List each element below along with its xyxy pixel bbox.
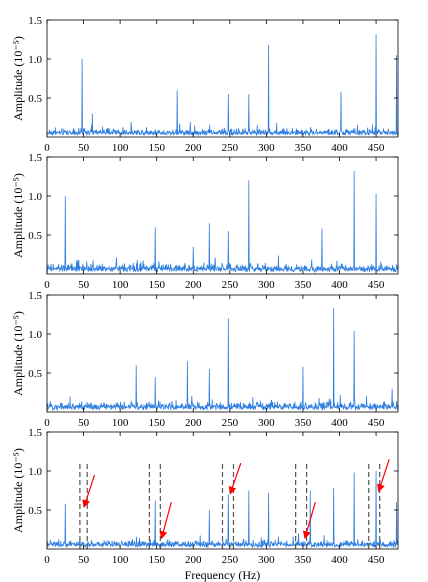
x-tick-label: 400 — [331, 554, 348, 566]
x-tick-label: 250 — [222, 417, 239, 429]
x-tick-label: 0 — [44, 279, 50, 291]
x-tick-label: 450 — [368, 417, 385, 429]
y-tick-label: 1.5 — [28, 152, 42, 164]
x-tick-label: 250 — [222, 279, 239, 291]
x-tick-label: 400 — [331, 142, 348, 154]
x-tick-label: 100 — [112, 142, 129, 154]
y-tick-label: 0.5 — [28, 505, 42, 517]
x-tick-label: 200 — [185, 142, 202, 154]
x-tick-label: 150 — [148, 142, 165, 154]
y-tick-label: 0.5 — [28, 368, 42, 380]
x-axis-title: Frequency (Hz) — [185, 568, 261, 582]
x-tick-label: 250 — [222, 142, 239, 154]
y-tick-label: 1.0 — [28, 329, 42, 341]
axes-frame — [46, 294, 399, 413]
y-tick-label: 0.5 — [28, 93, 42, 105]
red-arrow — [82, 474, 96, 509]
x-tick-label: 50 — [78, 417, 90, 429]
x-tick-label: 100 — [112, 417, 129, 429]
x-tick-label: 50 — [78, 554, 90, 566]
y-tick-label: 1.5 — [28, 15, 42, 27]
x-tick-label: 50 — [78, 279, 90, 291]
y-tick-label: 1.0 — [28, 54, 42, 66]
x-tick-label: 100 — [112, 554, 129, 566]
x-tick-label: 200 — [185, 417, 202, 429]
y-tick-label: 1.5 — [28, 427, 42, 439]
x-tick-label: 50 — [78, 142, 90, 154]
x-tick-label: 350 — [295, 417, 312, 429]
y-axis-title: Amplitude (10⁻⁵) — [11, 311, 25, 396]
y-axis-title: Amplitude (10⁻⁵) — [11, 36, 25, 121]
axes-frame — [46, 19, 399, 138]
x-tick-label: 200 — [185, 554, 202, 566]
x-tick-label: 150 — [148, 417, 165, 429]
axes-frame — [46, 431, 399, 550]
x-tick-label: 450 — [368, 279, 385, 291]
x-tick-label: 300 — [258, 554, 275, 566]
x-tick-label: 0 — [44, 417, 50, 429]
y-axis-title: Amplitude (10⁻⁵) — [11, 448, 25, 533]
x-tick-label: 350 — [295, 142, 312, 154]
red-arrow — [159, 502, 172, 540]
x-tick-label: 150 — [148, 554, 165, 566]
spectrum-series-line — [46, 308, 399, 412]
x-tick-label: 300 — [258, 417, 275, 429]
panel-3: 0 50 100 150 200 250 300 350 400 450 0.5 1.0 1.5Ampl… — [11, 290, 399, 429]
spectrum-series-line — [46, 34, 399, 137]
x-tick-label: 250 — [222, 554, 239, 566]
x-tick-label: 200 — [185, 279, 202, 291]
y-axis-title: Amplitude (10⁻⁵) — [11, 173, 25, 258]
axes-frame — [46, 156, 399, 275]
y-tick-label: 0.5 — [28, 230, 42, 242]
x-tick-label: 300 — [258, 279, 275, 291]
y-tick-label: 1.0 — [28, 191, 42, 203]
x-tick-label: 350 — [295, 554, 312, 566]
red-arrow — [302, 502, 316, 540]
panel-2: 0 50 100 150 200 250 300 350 400 450 0.5 1.0 1.5Ampl… — [11, 152, 399, 291]
x-tick-label: 400 — [331, 279, 348, 291]
panel-1: 0 50 100 150 200 250 300 350 400 450 0.5 1.0 1.5Ampl… — [11, 15, 399, 154]
x-tick-label: 150 — [148, 279, 165, 291]
x-tick-label: 0 — [44, 554, 50, 566]
panel-4: 0 50 100 150 200 250 300 350 400 450 0.5 1.0 1.5Ampl… — [11, 427, 399, 582]
red-arrow — [228, 463, 242, 495]
x-tick-label: 350 — [295, 279, 312, 291]
spectrum-series-line — [46, 171, 399, 274]
x-tick-label: 450 — [368, 554, 385, 566]
x-tick-label: 300 — [258, 142, 275, 154]
y-tick-label: 1.0 — [28, 466, 42, 478]
red-arrow — [377, 459, 390, 493]
x-tick-label: 400 — [331, 417, 348, 429]
x-tick-label: 450 — [368, 142, 385, 154]
y-tick-label: 1.5 — [28, 290, 42, 302]
x-tick-label: 100 — [112, 279, 129, 291]
x-tick-label: 0 — [44, 142, 50, 154]
